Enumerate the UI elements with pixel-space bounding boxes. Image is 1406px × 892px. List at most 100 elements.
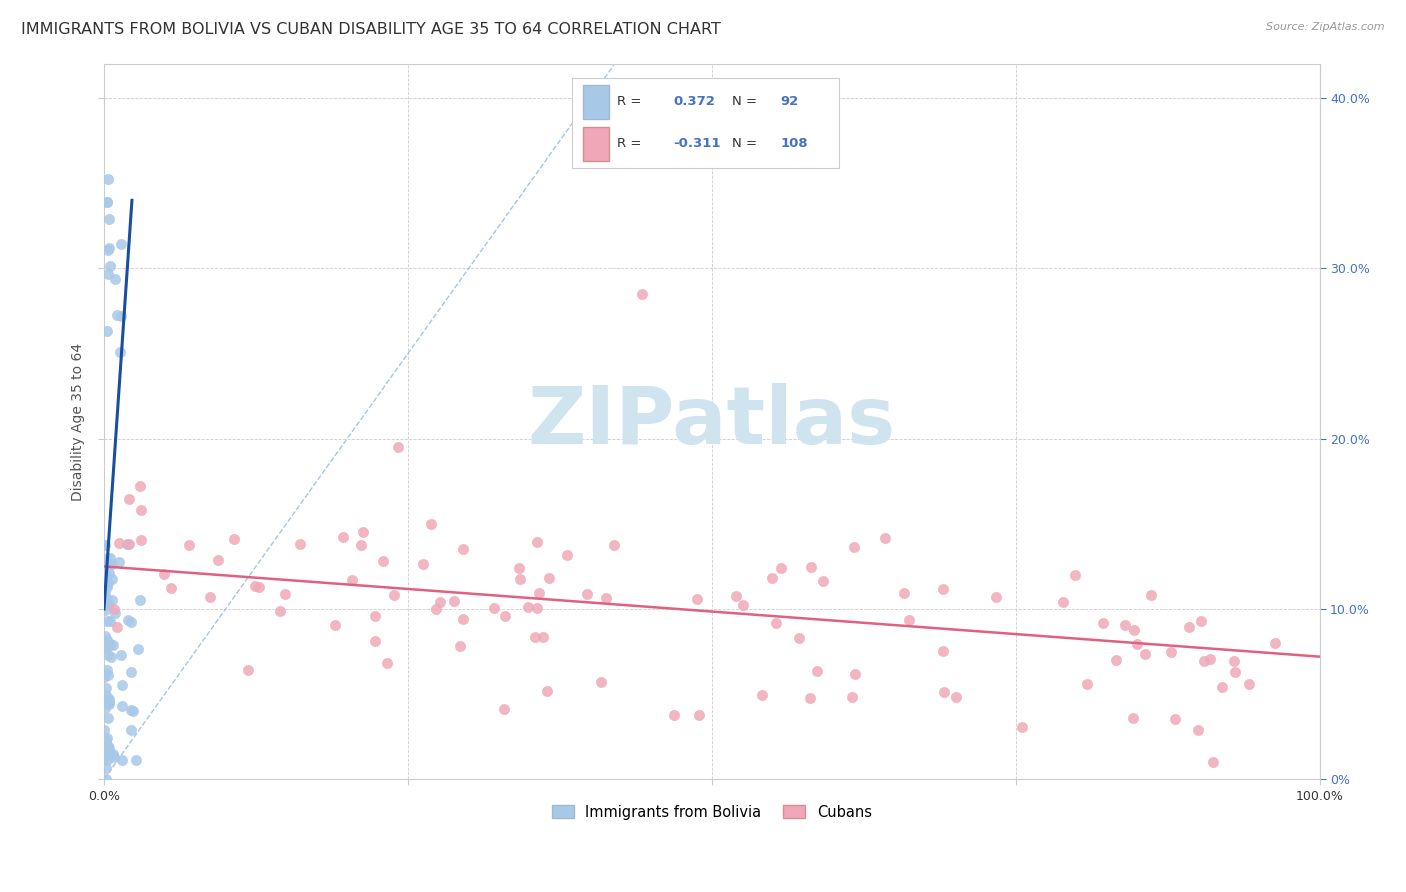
Point (100, 649, 122, 664)
Point (94, 578, 117, 592)
Point (526, 535, 548, 549)
Point (101, 747, 124, 761)
Point (94, 701, 117, 715)
Point (363, 608, 385, 623)
Point (451, 612, 474, 626)
Point (96, 568, 118, 582)
Point (1199, 652, 1222, 666)
Point (94, 635, 117, 649)
Point (98, 696, 121, 710)
Point (688, 707, 710, 722)
Text: IMMIGRANTS FROM BOLIVIA VS CUBAN DISABILITY AGE 35 TO 64 CORRELATION CHART: IMMIGRANTS FROM BOLIVIA VS CUBAN DISABIL… (21, 22, 721, 37)
Point (207, 553, 229, 567)
Point (222, 533, 245, 547)
Point (538, 571, 561, 585)
Point (96, 570, 118, 584)
Point (94, 681, 117, 695)
Point (97, 692, 120, 706)
Point (664, 707, 686, 722)
Point (412, 558, 434, 572)
Point (93, 723, 115, 737)
Point (761, 571, 783, 585)
Point (96, 640, 118, 655)
Point (420, 516, 443, 531)
Point (111, 678, 134, 692)
Point (98, 697, 121, 711)
Point (1264, 636, 1286, 650)
Point (98, 741, 121, 756)
Point (124, 753, 146, 767)
Point (524, 631, 547, 645)
Point (120, 665, 142, 679)
Point (129, 503, 152, 517)
Point (101, 572, 124, 586)
Point (118, 491, 141, 506)
Point (96, 593, 118, 607)
Point (110, 648, 132, 662)
Point (97, 576, 120, 591)
Point (97, 267, 120, 281)
Text: ZIPatlas: ZIPatlas (527, 383, 896, 460)
Point (897, 613, 920, 627)
Point (1223, 654, 1246, 668)
Point (1125, 638, 1147, 652)
Point (800, 560, 823, 574)
Point (387, 440, 409, 454)
Point (1202, 756, 1225, 770)
Point (536, 684, 558, 698)
Point (96, 324, 118, 338)
Point (198, 590, 221, 604)
Point (1187, 723, 1209, 738)
Point (509, 572, 531, 586)
Point (557, 548, 579, 562)
Point (94, 741, 117, 756)
Point (377, 656, 399, 670)
Point (94, 586, 117, 600)
Point (932, 644, 955, 658)
Point (526, 600, 548, 615)
Point (247, 580, 270, 594)
Point (98, 598, 121, 612)
Point (799, 691, 821, 706)
Point (1104, 653, 1126, 667)
Point (110, 237, 132, 252)
Point (104, 271, 127, 285)
Point (98, 557, 121, 571)
Point (1164, 712, 1187, 726)
Point (120, 615, 142, 629)
Point (96, 551, 118, 566)
Point (97, 667, 120, 681)
Point (128, 479, 150, 493)
Point (121, 702, 143, 716)
Point (1091, 615, 1114, 630)
Point (96, 640, 118, 655)
Point (97, 244, 120, 258)
Point (98, 259, 121, 273)
Point (1225, 665, 1247, 679)
Point (111, 699, 134, 714)
Point (93, 752, 115, 766)
Point (97, 711, 120, 725)
Point (97, 172, 120, 186)
Point (96, 614, 118, 628)
Point (97, 746, 120, 760)
Point (96, 731, 118, 746)
Point (787, 631, 810, 645)
Point (122, 704, 145, 718)
Point (1160, 645, 1182, 659)
Point (945, 690, 967, 704)
Point (527, 586, 550, 600)
Point (96, 753, 118, 767)
Point (893, 586, 915, 600)
Point (273, 587, 295, 601)
Point (100, 637, 122, 651)
Point (844, 667, 866, 681)
Point (108, 555, 131, 569)
Point (508, 561, 530, 575)
Point (96, 195, 118, 210)
Point (984, 591, 1007, 605)
Point (94, 772, 117, 786)
Point (98, 551, 121, 566)
Point (931, 582, 953, 596)
Point (129, 533, 152, 547)
